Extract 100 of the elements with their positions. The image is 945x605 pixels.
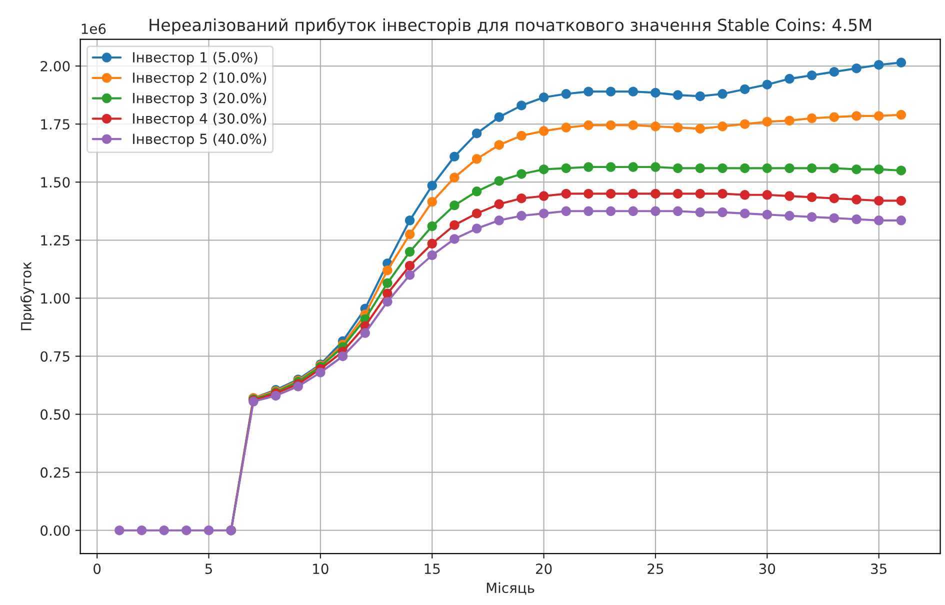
text: 1e6 xyxy=(82,24,106,34)
point xyxy=(784,210,794,221)
point xyxy=(584,188,594,199)
point xyxy=(740,119,750,129)
y-tick-label: 1.00 xyxy=(41,293,70,304)
point xyxy=(806,212,817,222)
point xyxy=(382,265,392,276)
point xyxy=(404,246,415,257)
point xyxy=(672,163,683,174)
point xyxy=(472,154,482,164)
point xyxy=(784,74,794,84)
point xyxy=(606,120,616,130)
point xyxy=(404,216,415,226)
point xyxy=(316,368,326,378)
point xyxy=(427,221,437,232)
point xyxy=(672,188,683,199)
point xyxy=(650,188,660,199)
point xyxy=(628,162,638,172)
point xyxy=(806,192,817,202)
point xyxy=(852,194,862,204)
point xyxy=(650,122,660,132)
point xyxy=(762,80,772,90)
y-tick-label: 1.50 xyxy=(41,177,70,188)
point xyxy=(516,130,526,141)
point xyxy=(516,169,526,179)
point xyxy=(784,116,794,126)
point xyxy=(852,214,862,224)
point xyxy=(695,163,706,174)
point xyxy=(784,163,794,174)
point xyxy=(494,140,504,150)
point xyxy=(404,270,415,280)
point xyxy=(494,176,504,186)
point xyxy=(516,210,526,221)
x-tick-label: 35 xyxy=(871,564,886,574)
point xyxy=(740,163,750,174)
point xyxy=(114,525,124,536)
point xyxy=(896,216,906,226)
point xyxy=(606,162,616,172)
y-tick-label: 0.50 xyxy=(40,409,70,420)
point xyxy=(740,208,750,218)
point xyxy=(852,164,862,174)
point xyxy=(874,60,884,70)
point xyxy=(450,234,460,244)
point xyxy=(896,110,906,120)
point xyxy=(606,206,616,216)
point xyxy=(650,206,660,216)
point xyxy=(695,207,706,218)
point xyxy=(338,351,348,362)
point xyxy=(628,120,638,130)
point xyxy=(718,122,728,132)
point xyxy=(450,172,460,182)
point xyxy=(561,188,571,199)
point xyxy=(874,111,884,121)
point xyxy=(494,112,504,122)
point xyxy=(896,196,906,206)
y-tick-label: 0.75 xyxy=(40,351,70,362)
y-tick-label: 1.25 xyxy=(41,235,70,246)
point xyxy=(584,120,594,130)
point xyxy=(136,525,147,536)
point xyxy=(450,200,460,210)
point xyxy=(852,63,862,74)
y-tick-label: 2.00 xyxy=(40,60,70,72)
point xyxy=(718,163,728,174)
legend-label: Інвестор 5 (40.0%) xyxy=(133,133,266,147)
point xyxy=(538,126,549,136)
point xyxy=(382,278,392,288)
point xyxy=(516,100,526,110)
point xyxy=(472,128,482,138)
point xyxy=(360,328,370,338)
y-axis-title: Прибуток xyxy=(20,262,34,330)
point xyxy=(672,122,683,132)
point xyxy=(806,163,817,174)
point xyxy=(450,152,460,162)
x-axis-title: Місяць xyxy=(486,582,534,595)
x-tick-label: 30 xyxy=(759,564,776,574)
point xyxy=(561,89,571,99)
point xyxy=(538,208,549,218)
point xyxy=(472,224,482,234)
x-tick-label: 15 xyxy=(424,564,440,574)
point xyxy=(762,116,772,127)
x-tick-label: 10 xyxy=(313,564,328,574)
point xyxy=(472,186,482,196)
point xyxy=(762,210,772,220)
legend-label: Інвестор 2 (10.0%) xyxy=(133,72,266,86)
point xyxy=(561,206,571,216)
point xyxy=(516,194,526,204)
point xyxy=(740,84,750,94)
point xyxy=(538,164,549,174)
point xyxy=(896,166,906,176)
point xyxy=(672,206,683,216)
point xyxy=(852,111,862,121)
y-tick-label: 1.75 xyxy=(41,119,70,130)
point xyxy=(270,390,281,401)
y-tick-label: 0.25 xyxy=(40,467,70,478)
point xyxy=(695,124,706,134)
point xyxy=(650,88,660,98)
point xyxy=(874,196,884,206)
point xyxy=(762,163,772,174)
point xyxy=(427,250,437,260)
chart-title: Нереалізований прибуток інвесторів для початкового значення Stable Coins: 4.5M xyxy=(150,18,871,34)
